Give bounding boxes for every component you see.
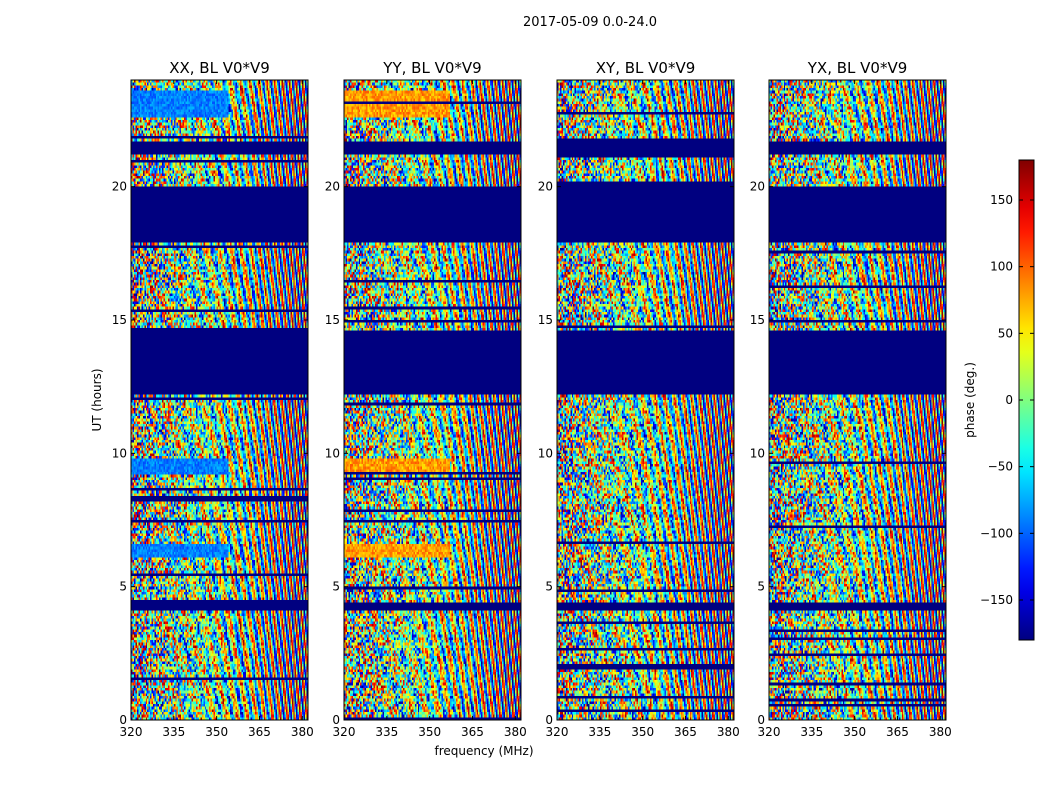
y-tick-label: 5: [119, 580, 127, 594]
colorbar-tick-label: −150: [980, 593, 1013, 607]
panel-title: YX, BL V0*V9: [807, 59, 908, 77]
y-tick-label: 15: [750, 313, 765, 327]
y-tick-label: 15: [112, 313, 127, 327]
axes-frame: [556, 79, 735, 721]
colorbar-tick-label: 100: [990, 260, 1013, 274]
colorbar: 150 100 50 0 −50 −100 −150: [980, 159, 1035, 641]
panel-yx: YX, BL V0*V9 320 335 350 365 380 0 5 10 15 20: [750, 59, 952, 739]
x-tick-label: 320: [120, 725, 143, 739]
x-tick-label: 365: [248, 725, 271, 739]
panel-title: XX, BL V0*V9: [169, 59, 270, 77]
x-tick-label: 320: [333, 725, 356, 739]
x-tick-label: 350: [418, 725, 441, 739]
x-tick-label: 350: [205, 725, 228, 739]
y-tick-label: 15: [538, 313, 553, 327]
y-tick-label: 0: [545, 713, 553, 727]
panel-title: XY, BL V0*V9: [596, 59, 696, 77]
y-tick-label: 5: [332, 580, 340, 594]
x-axis-label: frequency (MHz): [434, 744, 533, 758]
y-axis-label: UT (hours): [90, 368, 104, 431]
axes-frame: [343, 79, 522, 721]
figure-title: 2017-05-09 0.0-24.0: [523, 15, 657, 30]
x-tick-label: 380: [504, 725, 527, 739]
x-tick-label: 335: [162, 725, 185, 739]
panel-xy: XY, BL V0*V9 320 335 350 365 380 0 5 10 15 20: [538, 59, 740, 739]
y-tick-label: 10: [112, 446, 127, 460]
colorbar-tick-label: 50: [998, 326, 1013, 340]
y-tick-label: 20: [325, 180, 340, 194]
x-tick-label: 380: [929, 725, 952, 739]
y-tick-label: 15: [325, 313, 340, 327]
axes-frame: [768, 79, 947, 721]
y-tick-label: 5: [545, 580, 553, 594]
phase-heatmap: [557, 80, 734, 720]
x-tick-label: 365: [886, 725, 909, 739]
panel-yy: YY, BL V0*V9 320 335 350 365 380 0 5 10 15 20: [325, 59, 527, 739]
y-tick-label: 20: [112, 180, 127, 194]
x-tick-label: 335: [588, 725, 611, 739]
y-tick-label: 5: [757, 580, 765, 594]
phase-heatmap: [769, 80, 946, 720]
x-tick-label: 380: [291, 725, 314, 739]
colorbar-tick-label: 0: [1005, 393, 1013, 407]
x-tick-label: 350: [631, 725, 654, 739]
y-tick-label: 0: [119, 713, 127, 727]
y-tick-label: 20: [750, 180, 765, 194]
x-tick-label: 335: [375, 725, 398, 739]
phase-heatmap: [131, 80, 308, 720]
colorbar-label: phase (deg.): [963, 362, 977, 438]
y-tick-label: 0: [332, 713, 340, 727]
x-tick-label: 320: [546, 725, 569, 739]
x-tick-label: 320: [758, 725, 781, 739]
y-tick-label: 20: [538, 180, 553, 194]
y-tick-label: 10: [538, 446, 553, 460]
x-tick-label: 380: [717, 725, 740, 739]
x-tick-label: 350: [843, 725, 866, 739]
colorbar-tick-label: 150: [990, 193, 1013, 207]
phase-heatmap: [344, 80, 521, 720]
x-tick-label: 365: [461, 725, 484, 739]
colorbar-tick-label: −50: [988, 460, 1013, 474]
x-tick-label: 365: [674, 725, 697, 739]
panel-xx: XX, BL V0*V9 320 335 350 365 380 0 5 10 15 20: [112, 59, 314, 739]
axes-frame: [130, 79, 309, 721]
colorbar-tick-label: −100: [980, 526, 1013, 540]
y-tick-label: 10: [325, 446, 340, 460]
x-tick-label: 335: [800, 725, 823, 739]
y-tick-label: 10: [750, 446, 765, 460]
panel-title: YY, BL V0*V9: [382, 59, 481, 77]
y-tick-label: 0: [757, 713, 765, 727]
